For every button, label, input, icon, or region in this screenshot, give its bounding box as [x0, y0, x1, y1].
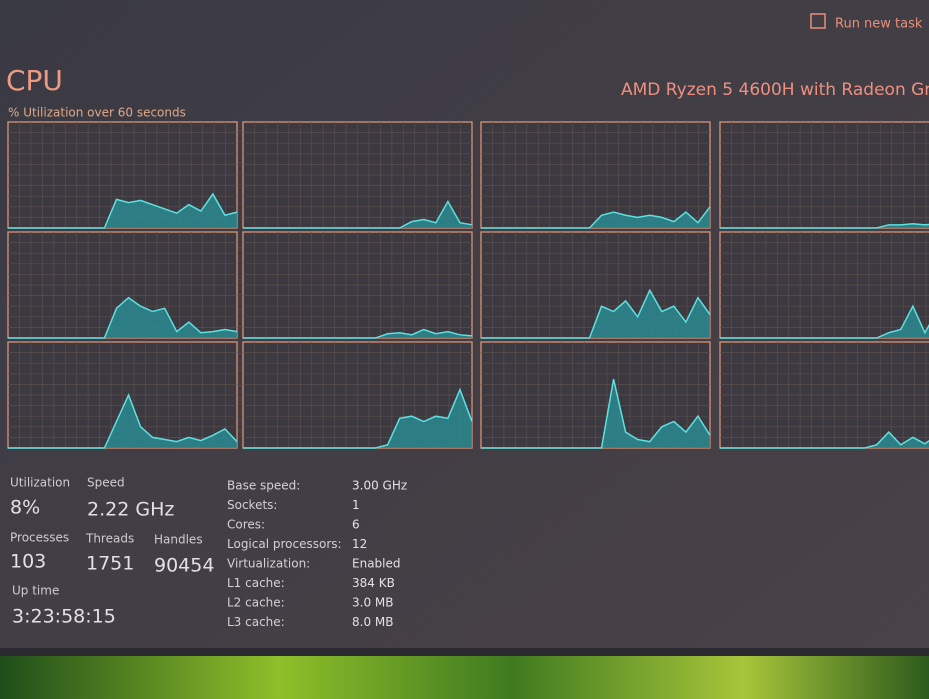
- utilization-line: [243, 199, 473, 229]
- core-graph: [719, 121, 929, 229]
- detail-value: 12: [352, 537, 367, 551]
- stat-label: Processes: [10, 531, 69, 545]
- utilization-line: [720, 223, 929, 229]
- run-new-task-button[interactable]: Run new task: [810, 13, 923, 32]
- utilization-line: [243, 328, 473, 339]
- core-graph: [7, 341, 238, 449]
- utilization-area: [481, 290, 710, 338]
- stat-value: 1751: [86, 553, 134, 575]
- utilization-area: [8, 297, 237, 338]
- detail-value: 6: [352, 518, 360, 532]
- stat-value: 90454: [154, 555, 214, 577]
- core-graph: [480, 231, 711, 339]
- core-graph: [480, 121, 711, 229]
- stat-label: Handles: [154, 533, 203, 547]
- detail-label: L1 cache:: [227, 576, 285, 590]
- utilization-line: [720, 304, 929, 339]
- core-graph: [242, 231, 473, 339]
- stat-value: 103: [10, 551, 46, 573]
- core-graph: [480, 341, 711, 449]
- utilization-line: [481, 288, 711, 339]
- detail-value: 3.0 MB: [352, 596, 393, 610]
- processor-name: AMD Ryzen 5 4600H with Radeon Graph: [621, 80, 929, 100]
- core-graph: [7, 121, 238, 229]
- utilization-line: [720, 431, 929, 449]
- detail-value: 384 KB: [352, 576, 395, 590]
- utilization-area: [720, 432, 929, 448]
- detail-label: L3 cache:: [227, 615, 285, 629]
- detail-label: Cores:: [227, 518, 265, 532]
- detail-value: Enabled: [352, 557, 401, 571]
- window-edge: [0, 648, 929, 656]
- detail-label: Logical processors:: [227, 537, 342, 551]
- details: Base speed: 3.00 GHz Sockets: 1 Cores: 6 Logic…: [227, 479, 407, 630]
- utilization-area: [481, 206, 710, 228]
- stat-value: 8%: [10, 497, 40, 519]
- detail-value: 1: [352, 498, 360, 512]
- utilization-line: [481, 378, 711, 449]
- run-icon: [810, 13, 826, 29]
- core-graph: [242, 341, 473, 449]
- detail-label: Base speed:: [227, 479, 300, 493]
- utilization-line: [243, 387, 473, 449]
- utilization-area: [243, 329, 472, 338]
- utilization-area: [720, 306, 929, 338]
- stat-label: Utilization: [10, 476, 70, 490]
- utilization-line: [8, 393, 238, 449]
- stat-value: 2.22 GHz: [87, 499, 174, 521]
- core-graph: [242, 121, 473, 229]
- stat-label: Speed: [87, 476, 125, 490]
- stats: Utilization 8% Speed 2.22 GHz Processes 103 Th…: [10, 476, 214, 628]
- detail-label: Virtualization:: [227, 557, 310, 571]
- detail-label: L2 cache:: [227, 596, 285, 610]
- detail-value: 8.0 MB: [352, 615, 393, 629]
- utilization-line: [8, 192, 238, 229]
- page-title: CPU: [6, 64, 63, 97]
- utilization-area: [8, 395, 237, 448]
- stat-value: 3:23:58:15: [12, 606, 116, 628]
- stat-label: Up time: [12, 584, 59, 598]
- run-new-task-label[interactable]: Run new task: [835, 17, 923, 32]
- utilization-area: [8, 194, 237, 228]
- utilization-area: [481, 379, 710, 448]
- utilization-line: [481, 206, 711, 229]
- core-graph: [719, 231, 929, 339]
- detail-value: 3.00 GHz: [352, 479, 407, 493]
- core-graph: [7, 231, 238, 339]
- utilization-line: [8, 296, 238, 339]
- graph-caption: % Utilization over 60 seconds: [8, 106, 186, 120]
- core-graphs: [7, 121, 929, 449]
- utilization-area: [243, 389, 472, 448]
- core-graph: [719, 341, 929, 449]
- wallpaper-strip: [0, 655, 929, 699]
- detail-label: Sockets:: [227, 498, 277, 512]
- stat-label: Threads: [85, 532, 134, 546]
